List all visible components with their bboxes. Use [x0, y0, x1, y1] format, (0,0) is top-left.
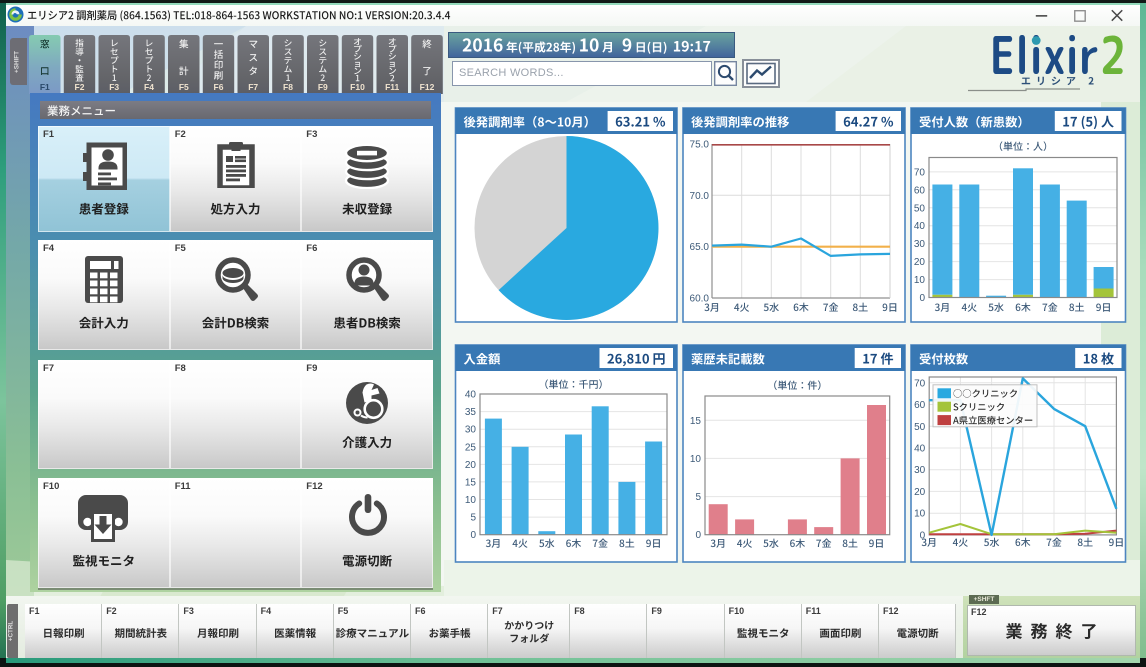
svg-text:5: 5: [695, 492, 701, 503]
svg-text:+CTRL: +CTRL: [7, 621, 14, 642]
svg-text:5: 5: [470, 513, 476, 524]
svg-text:F7: F7: [248, 82, 258, 92]
svg-text:15: 15: [465, 477, 477, 488]
svg-text:70: 70: [914, 167, 926, 178]
svg-text:15: 15: [690, 416, 702, 427]
svg-text:F2: F2: [75, 82, 85, 92]
svg-text:0: 0: [919, 293, 925, 304]
svg-text:40: 40: [914, 221, 926, 232]
svg-text:F6: F6: [214, 82, 224, 92]
svg-text:50: 50: [914, 422, 926, 433]
svg-text:0: 0: [920, 530, 926, 541]
svg-text:35: 35: [465, 407, 477, 418]
svg-text:30: 30: [914, 465, 926, 476]
svg-text:+SHIFT: +SHIFT: [14, 51, 21, 73]
svg-text:70.0: 70.0: [690, 191, 710, 202]
svg-text:0: 0: [470, 530, 476, 541]
svg-text:10: 10: [914, 275, 926, 286]
svg-text:40: 40: [465, 390, 477, 401]
svg-text:10: 10: [914, 509, 926, 520]
svg-text:10: 10: [465, 495, 477, 506]
svg-text:F1: F1: [40, 82, 50, 92]
svg-text:F11: F11: [385, 82, 399, 92]
svg-text:65.0: 65.0: [690, 242, 710, 253]
svg-text:20: 20: [465, 460, 477, 471]
svg-text:F4: F4: [144, 82, 154, 92]
svg-text:30: 30: [914, 239, 926, 250]
svg-text:F10: F10: [350, 82, 365, 92]
svg-text:40: 40: [914, 444, 926, 455]
svg-text:30: 30: [465, 425, 477, 436]
svg-text:60: 60: [914, 185, 926, 196]
svg-text:70: 70: [914, 378, 926, 389]
svg-text:10: 10: [690, 454, 702, 465]
svg-text:F8: F8: [283, 82, 293, 92]
svg-text:60: 60: [914, 400, 926, 411]
svg-text:75.0: 75.0: [690, 140, 710, 151]
svg-text:25: 25: [465, 442, 477, 453]
svg-text:F9: F9: [318, 82, 328, 92]
svg-text:20: 20: [914, 487, 926, 498]
svg-text:50: 50: [914, 203, 926, 214]
svg-text:F5: F5: [179, 82, 189, 92]
svg-text:0: 0: [695, 530, 701, 541]
svg-text:F3: F3: [109, 82, 119, 92]
svg-text:20: 20: [914, 257, 926, 268]
svg-text:F12: F12: [420, 82, 435, 92]
svg-text:60.0: 60.0: [690, 294, 710, 305]
